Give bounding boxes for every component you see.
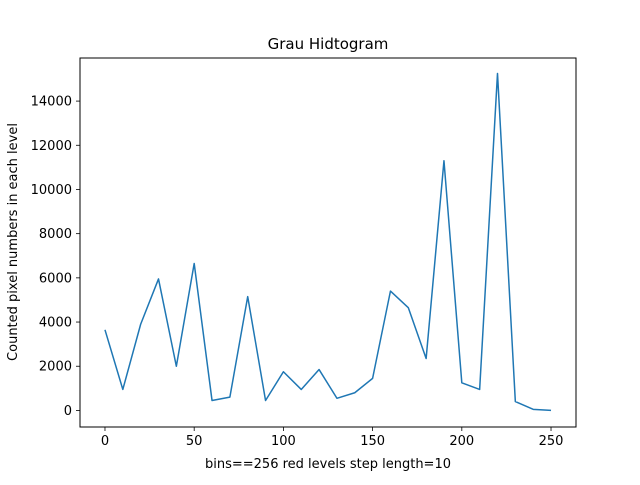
y-tick-label: 14000 xyxy=(31,95,72,110)
y-tick-label: 6000 xyxy=(39,271,72,286)
y-tick-label: 4000 xyxy=(39,316,72,331)
x-tick-label: 150 xyxy=(360,434,385,449)
x-tick-label: 200 xyxy=(449,434,474,449)
x-tick-label: 50 xyxy=(186,434,203,449)
y-tick-label: 2000 xyxy=(39,360,72,375)
series-layer xyxy=(104,72,552,412)
y-axis-ticks: 0 2000 4000 6000 8000 10000 12000 14000 xyxy=(31,95,80,419)
x-tick-label: 250 xyxy=(539,434,564,449)
chart-title: Grau Hidtogram xyxy=(268,35,389,53)
x-tick-label: 0 xyxy=(101,434,109,449)
plot-frame xyxy=(79,57,577,428)
x-tick-label: 100 xyxy=(271,434,296,449)
x-axis-label: bins==256 red levels step length=10 xyxy=(205,457,451,472)
series-line-0 xyxy=(104,72,552,412)
y-tick-label: 12000 xyxy=(31,139,72,154)
y-tick-label: 10000 xyxy=(31,183,72,198)
x-axis-ticks: 0 50 100 150 200 250 xyxy=(101,427,564,449)
y-tick-label: 8000 xyxy=(39,227,72,242)
y-axis-label: Counted pixel numbers in each level xyxy=(6,123,21,361)
y-tick-label: 0 xyxy=(64,404,72,419)
